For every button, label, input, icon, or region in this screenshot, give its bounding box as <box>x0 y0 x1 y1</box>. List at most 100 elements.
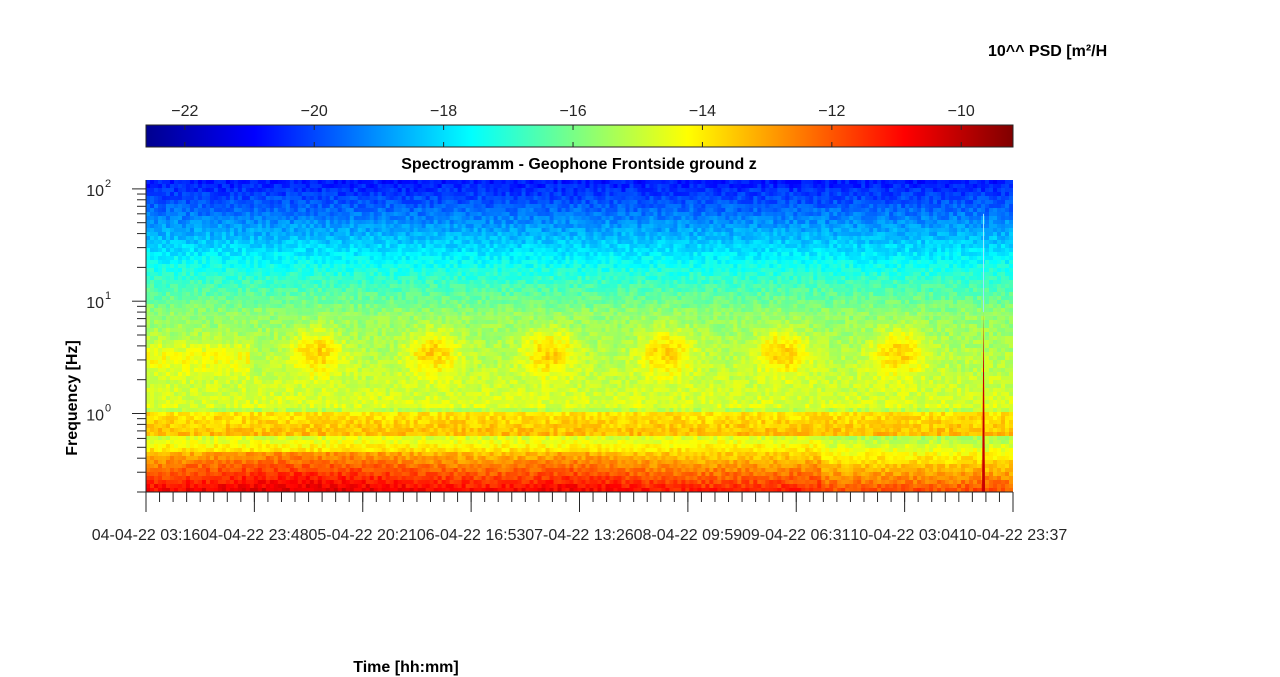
heatmap-cell <box>385 252 391 257</box>
heatmap-cell <box>793 240 798 245</box>
heatmap-cell <box>577 256 583 261</box>
heatmap-cell <box>913 268 918 273</box>
heatmap-cell <box>349 248 355 253</box>
heatmap-cell <box>633 264 639 269</box>
heatmap-cell <box>353 268 359 273</box>
heatmap-cell <box>209 196 215 201</box>
heatmap-cell <box>465 236 471 241</box>
heatmap-cell <box>193 180 199 185</box>
heatmap-cell <box>481 268 487 273</box>
heatmap-cell <box>189 260 195 265</box>
heatmap-cell <box>777 192 782 197</box>
heatmap-cell <box>857 252 862 257</box>
heatmap-cell <box>461 244 467 249</box>
heatmap-cell <box>417 232 423 237</box>
heatmap-cell <box>485 268 491 273</box>
heatmap-cell <box>541 204 547 209</box>
heatmap-cell <box>609 236 615 241</box>
heatmap-cell <box>173 180 179 185</box>
heatmap-cell <box>517 220 523 225</box>
heatmap-cell <box>949 200 954 205</box>
heatmap-cell <box>901 256 906 261</box>
heatmap-cell <box>617 200 623 205</box>
heatmap-cell <box>489 240 495 245</box>
heatmap-cell <box>637 192 643 197</box>
heatmap-cell <box>961 232 966 237</box>
heatmap-cell <box>673 232 678 237</box>
heatmap-cell <box>725 244 730 249</box>
heatmap-cell <box>581 180 587 185</box>
heatmap-cell <box>605 236 611 241</box>
heatmap-cell <box>337 188 343 193</box>
heatmap-cell <box>249 240 255 245</box>
heatmap-cell <box>997 260 1002 265</box>
heatmap-cell <box>677 224 682 229</box>
heatmap-cell <box>205 188 211 193</box>
heatmap-cell <box>221 236 227 241</box>
heatmap-cell <box>601 196 607 201</box>
heatmap-cell <box>453 252 459 257</box>
heatmap-cell <box>473 260 479 265</box>
heatmap-cell <box>485 184 491 189</box>
heatmap-cell <box>609 244 615 249</box>
heatmap-cell <box>737 204 742 209</box>
heatmap-cell <box>433 260 439 265</box>
heatmap-cell <box>781 260 786 265</box>
heatmap-cell <box>945 208 950 213</box>
heatmap-cell <box>929 200 934 205</box>
heatmap-cell <box>197 200 203 205</box>
heatmap-cell <box>533 264 539 269</box>
heatmap-cell <box>297 244 303 249</box>
heatmap-cell <box>877 260 882 265</box>
heatmap-cell <box>841 244 846 249</box>
heatmap-cell <box>829 252 834 257</box>
heatmap-cell <box>233 244 239 249</box>
heatmap-cell <box>309 180 315 185</box>
heatmap-cell <box>605 192 611 197</box>
heatmap-cell <box>1009 236 1013 241</box>
heatmap-cell <box>957 208 962 213</box>
heatmap-cell <box>177 260 183 265</box>
heatmap-cell <box>625 184 631 189</box>
heatmap-cell <box>909 220 914 225</box>
heatmap-cell <box>229 184 235 189</box>
heatmap-cell <box>409 204 415 209</box>
heatmap-cell <box>309 200 315 205</box>
heatmap-cell <box>837 216 842 221</box>
heatmap-cell <box>729 188 734 193</box>
heatmap-cell <box>505 236 511 241</box>
heatmap-cell <box>217 208 223 213</box>
heatmap-cell <box>1001 212 1006 217</box>
heatmap-cell <box>709 236 714 241</box>
heatmap-cell <box>397 212 403 217</box>
heatmap-cell <box>461 208 467 213</box>
heatmap-cell <box>741 264 746 269</box>
heatmap-cell <box>989 220 994 225</box>
heatmap-cell <box>1001 188 1006 193</box>
heatmap-cell <box>761 212 766 217</box>
heatmap-cell <box>949 240 954 245</box>
heatmap-cell <box>365 232 371 237</box>
heatmap-cell <box>545 240 551 245</box>
heatmap-cell <box>437 208 443 213</box>
heatmap-cell <box>901 200 906 205</box>
heatmap-cell <box>521 232 527 237</box>
heatmap-cell <box>385 232 391 237</box>
heatmap-cell <box>681 196 686 201</box>
heatmap-cell <box>657 192 663 197</box>
heatmap-cell <box>489 224 495 229</box>
heatmap-cell <box>729 260 734 265</box>
heatmap-cell <box>801 216 806 221</box>
heatmap-cell <box>601 224 607 229</box>
heatmap-cell <box>321 208 327 213</box>
heatmap-cell <box>605 240 611 245</box>
heatmap-cell <box>397 204 403 209</box>
heatmap-cell <box>173 248 179 253</box>
heatmap-cell <box>593 236 599 241</box>
heatmap-cell <box>693 264 698 269</box>
heatmap-cell <box>221 184 227 189</box>
heatmap-cell <box>613 200 619 205</box>
heatmap-cell <box>593 244 599 249</box>
heatmap-cell <box>533 192 539 197</box>
heatmap-cell <box>205 200 211 205</box>
